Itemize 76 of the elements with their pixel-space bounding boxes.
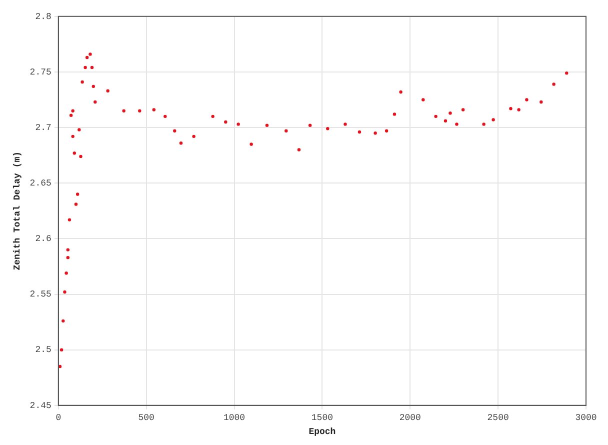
x-tick-label: 1000 — [223, 413, 246, 424]
point — [461, 108, 465, 112]
point — [179, 142, 183, 145]
point — [74, 202, 78, 206]
point — [399, 90, 402, 94]
point — [72, 152, 76, 155]
y-tick-label: 2.65 — [30, 178, 52, 189]
y-tick-label: 2.75 — [30, 67, 52, 78]
point — [85, 56, 89, 60]
point — [308, 124, 312, 127]
x-tick-label: 3000 — [575, 413, 597, 424]
point — [448, 111, 452, 115]
point — [60, 348, 64, 352]
x-tick-label: 500 — [138, 413, 154, 424]
x-axis-title: Epoch — [308, 426, 336, 437]
point — [434, 114, 438, 118]
point — [192, 134, 196, 138]
point — [66, 248, 70, 252]
x-tick-label: 2000 — [399, 413, 421, 424]
point — [236, 122, 240, 126]
y-tick-label: 2.5 — [35, 345, 52, 356]
point — [297, 148, 301, 152]
point — [455, 122, 458, 126]
y-tick-label: 2.45 — [30, 400, 52, 411]
point — [492, 118, 495, 122]
point — [71, 134, 74, 138]
y-tick-label: 2.8 — [35, 12, 52, 22]
point — [76, 192, 80, 196]
y-tick-label: 2.6 — [35, 234, 52, 244]
point — [565, 71, 568, 75]
point — [482, 122, 486, 126]
x-tick-label: 1500 — [311, 413, 334, 424]
point — [164, 114, 167, 118]
point — [224, 120, 228, 124]
point — [69, 114, 73, 117]
point — [444, 119, 448, 122]
y-tick-label: 2.7 — [35, 122, 52, 133]
point — [173, 129, 176, 132]
point — [326, 127, 330, 130]
y-tick-label: 2.55 — [30, 290, 52, 300]
point — [552, 82, 556, 86]
point — [250, 142, 253, 146]
point — [358, 130, 362, 134]
point — [509, 107, 512, 110]
point — [540, 100, 543, 104]
point — [80, 80, 84, 84]
point — [211, 114, 214, 118]
point — [384, 129, 388, 132]
point — [284, 129, 288, 132]
point — [265, 124, 269, 127]
point — [92, 84, 95, 88]
point — [68, 218, 72, 222]
point — [106, 89, 110, 92]
point — [88, 52, 92, 56]
point — [94, 100, 97, 104]
point — [152, 108, 156, 112]
x-tick-label: 0 — [56, 413, 62, 424]
point — [374, 132, 377, 135]
point — [64, 272, 68, 275]
point — [517, 108, 520, 112]
point — [62, 319, 65, 323]
y-axis-title: Zenith Total Delay (m) — [12, 151, 23, 270]
point — [79, 154, 82, 158]
point — [138, 109, 142, 112]
point — [71, 109, 74, 112]
x-tick-label: 2500 — [487, 413, 509, 424]
point — [84, 66, 87, 70]
point — [63, 290, 66, 294]
point — [122, 109, 126, 112]
point — [90, 66, 94, 70]
point — [344, 122, 347, 126]
point — [525, 98, 528, 102]
point — [66, 256, 70, 260]
point — [78, 128, 81, 132]
point — [422, 98, 425, 102]
point — [392, 112, 396, 116]
